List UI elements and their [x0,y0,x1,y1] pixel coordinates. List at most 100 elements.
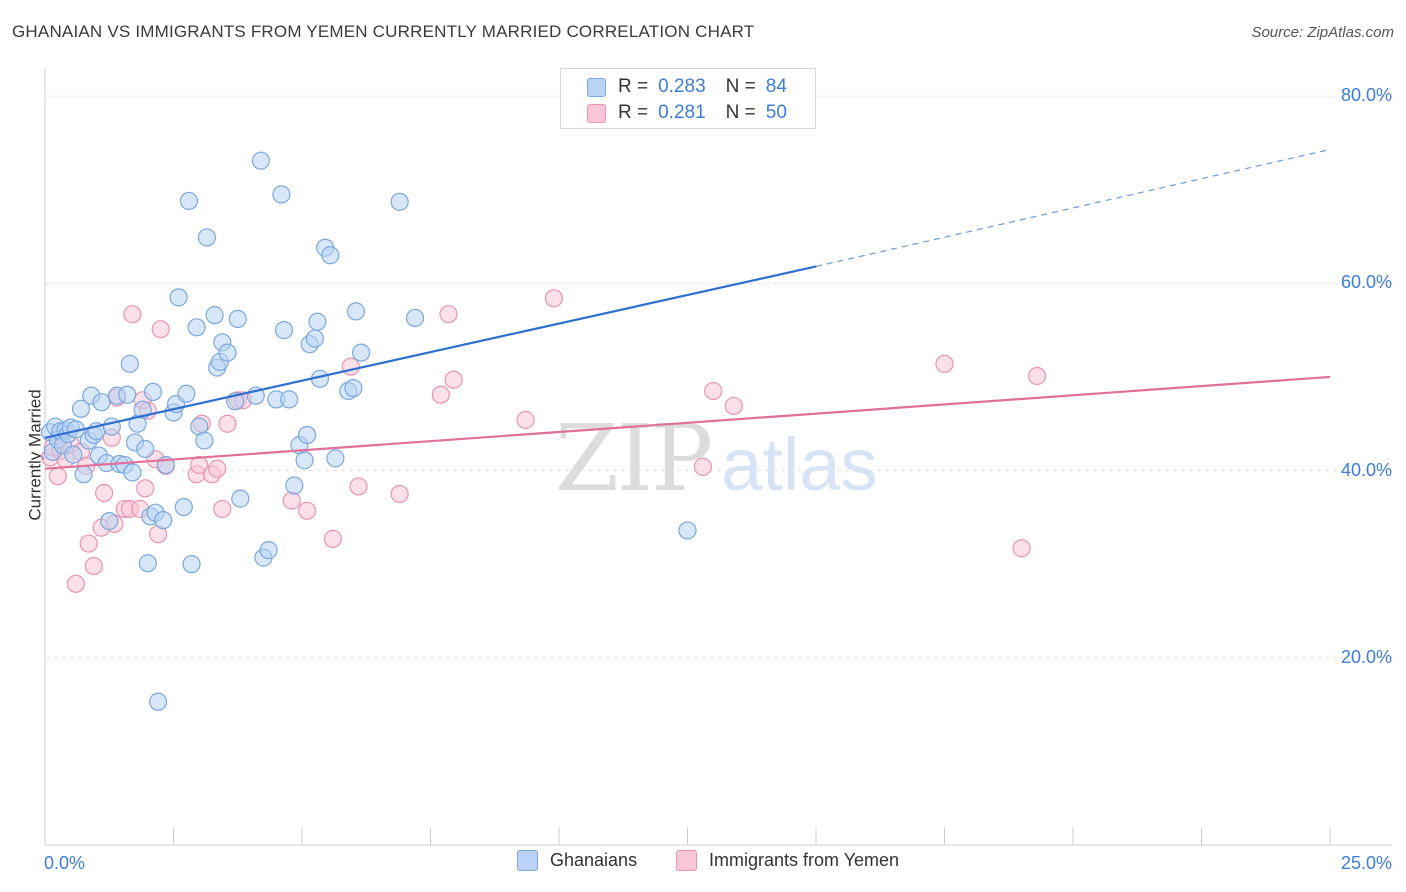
chart-title: GHANAIAN VS IMMIGRANTS FROM YEMEN CURREN… [12,22,755,41]
r-label: R = [618,76,649,97]
yemen-point [444,370,463,389]
ghanaian-point [182,555,201,574]
ghanaian-point [308,312,327,331]
yemen-point [190,455,209,475]
ghanaian-point [64,445,83,464]
ghanaian-point [285,476,304,495]
yemen-point [95,483,114,503]
y-tick-label: 80.0% [1340,85,1392,106]
yemen-point [693,457,713,476]
source-credit: Source: ZipAtlas.com [1251,24,1394,41]
ghanaian-point [174,497,193,517]
ghanaian-point [195,431,214,450]
ghanaian-point [100,511,119,531]
legend-swatch-blue [517,850,538,871]
yemen-trend-line [44,375,1331,470]
yemen-point [213,499,232,519]
ghanaian-trend-line [44,265,817,439]
ghanaian-point [228,309,247,328]
ghanaian-point [326,449,345,468]
n-value: 50 [765,102,787,123]
ghanaian-point [92,393,111,412]
yemen-point [544,289,563,308]
n-value: 84 [765,76,787,97]
stats-legend-row-yemen: R = 0.281 N = 50 [587,101,787,125]
ghanaian-point [259,541,278,560]
yemen-point [724,396,743,416]
yemen-point [218,414,237,433]
ghanaian-point [298,425,317,445]
stats-legend-row-ghanaians: R = 0.283 N = 84 [587,75,787,99]
stats-legend: R = 0.283 N = 84 R = 0.281 N = 50 [560,68,816,129]
legend-label-yemen: Immigrants from Yemen [709,850,900,870]
yemen-point [298,501,317,520]
yemen-point [431,385,450,404]
yemen-point [79,534,98,553]
yemen-point [136,479,155,498]
yemen-point [439,305,458,324]
legend-label-ghanaians: Ghanaians [550,850,638,870]
ghanaian-point [321,246,340,265]
legend-swatch-pink [587,103,606,123]
ghanaian-point [274,321,294,340]
ghanaian-point [120,354,139,373]
ghanaian-point [71,399,91,418]
ghanaian-point [136,439,155,459]
ghanaian-point [148,692,168,711]
ghanaian-point [123,463,142,482]
ghanaian-trend-extension [815,148,1331,268]
ghanaian-point [197,228,217,247]
watermark-atlas: atlas [721,423,878,506]
ghanaian-point [177,384,196,403]
y-tick-label: 20.0% [1340,646,1392,667]
series-legend: Ghanaians Immigrants from Yemen [0,850,1406,876]
ghanaian-point [118,385,137,404]
yemen-point [341,357,360,376]
yemen-point [349,477,368,496]
r-label: R = [618,102,649,123]
ghanaian-point [272,185,291,204]
yemen-point [208,459,227,478]
ghanaian-point [179,191,199,211]
legend-swatch-blue [587,77,606,97]
legend-item-yemen[interactable]: Immigrants from Yemen [676,850,899,871]
yemen-point [516,410,535,430]
ghanaian-point [138,554,157,573]
yemen-point [704,381,723,401]
yemen-point [1027,366,1047,386]
yemen-point [48,467,67,486]
r-value: 0.283 [658,76,706,97]
y-tick-label: 60.0% [1340,272,1392,293]
ghanaian-point [74,465,93,484]
ghanaian-point [405,308,425,328]
yemen-point [123,305,142,324]
legend-swatch-pink [676,850,697,871]
yemen-point [390,484,409,504]
ghanaian-point [169,288,188,307]
ghanaian-point [390,192,409,211]
yemen-point [66,574,85,593]
ghanaian-point [344,379,363,398]
ghanaian-point [187,318,206,337]
ghanaian-point [346,302,366,321]
ghanaian-point [218,343,237,362]
ghanaian-point [231,489,250,508]
x-tick-min: 0.0% [44,853,86,873]
yemen-point [1012,539,1031,558]
ghanaian-point [205,306,224,325]
ghanaian-point [352,343,371,362]
r-value: 0.281 [658,102,706,123]
ghanaian-point [133,400,152,419]
ghanaian-point [143,382,163,402]
n-label: N = [725,76,756,97]
yemen-point [282,491,301,510]
ghanaian-point [295,451,314,470]
ghanaian-point [251,151,270,170]
n-label: N = [725,102,756,123]
yemen-point [151,320,170,339]
legend-item-ghanaians[interactable]: Ghanaians [517,850,637,871]
yemen-point [935,354,954,373]
yemen-point [84,556,103,576]
yemen-point [323,529,342,548]
